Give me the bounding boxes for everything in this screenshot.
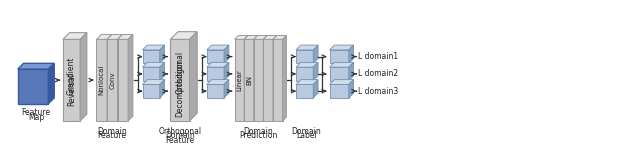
Polygon shape — [254, 35, 258, 121]
Polygon shape — [330, 50, 349, 63]
Polygon shape — [63, 33, 87, 39]
Polygon shape — [170, 39, 189, 121]
Polygon shape — [224, 62, 229, 81]
Text: Orthogonal: Orthogonal — [175, 51, 184, 94]
Polygon shape — [296, 80, 318, 84]
Polygon shape — [283, 35, 287, 121]
Text: L domain1: L domain1 — [358, 52, 399, 61]
Polygon shape — [143, 84, 160, 98]
Polygon shape — [264, 39, 273, 121]
Text: Nonlocal: Nonlocal — [99, 65, 105, 95]
Text: Linear: Linear — [265, 69, 271, 91]
Text: Domain: Domain — [97, 127, 127, 136]
Polygon shape — [143, 67, 160, 81]
Text: Prediction: Prediction — [239, 131, 278, 140]
Text: Sigmoid: Sigmoid — [275, 66, 281, 94]
Text: Grandient: Grandient — [67, 56, 76, 95]
Text: Feature: Feature — [21, 108, 51, 117]
Text: Domain: Domain — [292, 127, 321, 136]
Polygon shape — [107, 39, 118, 121]
Polygon shape — [296, 84, 314, 98]
Polygon shape — [170, 32, 197, 39]
Polygon shape — [254, 39, 264, 121]
Polygon shape — [244, 35, 248, 121]
Text: Domain: Domain — [244, 127, 273, 136]
Polygon shape — [118, 35, 133, 39]
Polygon shape — [296, 67, 314, 81]
Polygon shape — [143, 45, 164, 50]
Polygon shape — [235, 39, 244, 121]
Text: L domain3: L domain3 — [358, 87, 399, 96]
Polygon shape — [273, 35, 287, 39]
Polygon shape — [97, 35, 112, 39]
Polygon shape — [143, 62, 164, 67]
Polygon shape — [160, 45, 164, 63]
Polygon shape — [207, 45, 229, 50]
Text: L domain2: L domain2 — [358, 69, 399, 78]
Polygon shape — [244, 39, 254, 121]
Polygon shape — [224, 45, 229, 63]
Polygon shape — [207, 80, 229, 84]
Polygon shape — [118, 35, 122, 121]
Text: Orthogonal: Orthogonal — [158, 127, 202, 136]
Polygon shape — [224, 80, 229, 98]
Polygon shape — [128, 35, 133, 121]
Polygon shape — [143, 80, 164, 84]
Polygon shape — [296, 62, 318, 67]
Polygon shape — [244, 35, 258, 39]
Polygon shape — [349, 80, 353, 98]
Polygon shape — [207, 62, 229, 67]
Polygon shape — [296, 45, 318, 50]
Text: Feature: Feature — [98, 131, 127, 140]
Text: Linear: Linear — [236, 69, 243, 91]
Polygon shape — [97, 39, 107, 121]
Polygon shape — [189, 32, 197, 121]
Polygon shape — [273, 39, 283, 121]
Polygon shape — [107, 35, 122, 39]
Polygon shape — [80, 33, 87, 121]
Polygon shape — [273, 35, 277, 121]
Polygon shape — [330, 67, 349, 81]
Polygon shape — [107, 35, 112, 121]
Polygon shape — [349, 45, 353, 63]
Polygon shape — [63, 39, 80, 121]
Polygon shape — [264, 35, 277, 39]
Polygon shape — [314, 80, 318, 98]
Polygon shape — [207, 50, 224, 63]
Polygon shape — [49, 63, 54, 104]
Polygon shape — [254, 35, 268, 39]
Polygon shape — [330, 80, 353, 84]
Text: Label: Label — [296, 131, 317, 140]
Polygon shape — [296, 50, 314, 63]
Polygon shape — [18, 69, 49, 104]
Text: Feature: Feature — [165, 136, 195, 145]
Polygon shape — [330, 62, 353, 67]
Polygon shape — [349, 62, 353, 81]
Polygon shape — [330, 84, 349, 98]
Polygon shape — [330, 45, 353, 50]
Polygon shape — [18, 63, 54, 69]
Text: BN: BN — [246, 75, 252, 85]
Text: Map: Map — [28, 113, 44, 122]
Polygon shape — [143, 50, 160, 63]
Polygon shape — [160, 80, 164, 98]
Polygon shape — [160, 62, 164, 81]
Polygon shape — [314, 62, 318, 81]
Text: Decomposition: Decomposition — [175, 60, 184, 117]
Text: SoftMax: SoftMax — [120, 66, 126, 94]
Text: Reversal: Reversal — [67, 73, 76, 106]
Text: ReLU: ReLU — [255, 72, 262, 89]
Polygon shape — [207, 84, 224, 98]
Text: Conv: Conv — [109, 71, 115, 89]
Polygon shape — [235, 35, 248, 39]
Polygon shape — [118, 39, 128, 121]
Polygon shape — [264, 35, 268, 121]
Text: Domain: Domain — [165, 131, 195, 140]
Polygon shape — [207, 67, 224, 81]
Polygon shape — [314, 45, 318, 63]
